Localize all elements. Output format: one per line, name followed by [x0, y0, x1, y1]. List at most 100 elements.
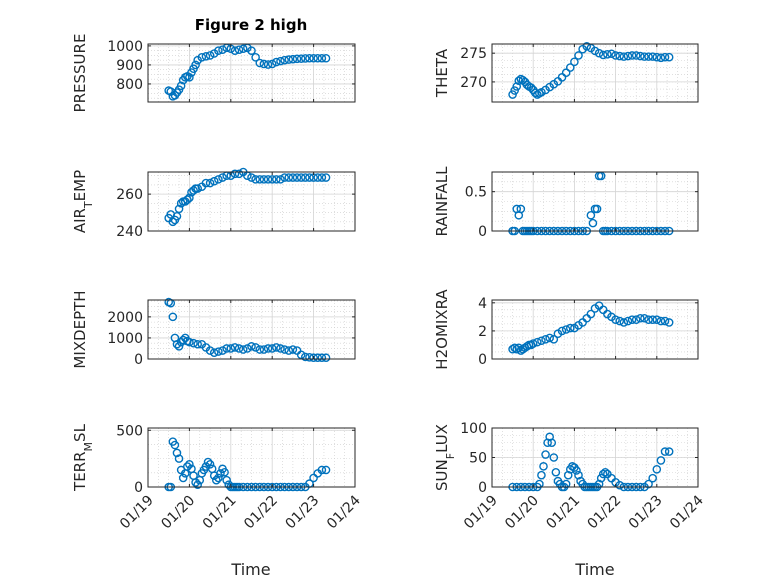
data-point — [648, 315, 657, 324]
data-point — [288, 173, 298, 182]
data-point — [185, 72, 194, 82]
data-point — [255, 58, 265, 68]
data-point — [172, 211, 182, 221]
x-tick-label: 01/22 — [585, 493, 625, 533]
y-tick-label: 1000 — [107, 331, 143, 347]
data-point — [508, 344, 517, 354]
data-point — [557, 326, 567, 336]
data-point — [537, 336, 546, 346]
data-point — [251, 53, 260, 62]
data-point — [185, 337, 194, 347]
y-tick-label: 270 — [460, 75, 487, 91]
axes-box — [491, 43, 699, 103]
data-point — [276, 175, 285, 184]
y-tick-label: 0.5 — [465, 185, 487, 201]
data-point — [176, 199, 186, 208]
data-point — [263, 60, 273, 69]
data-point — [191, 60, 200, 70]
data-point — [664, 447, 674, 456]
data-point — [510, 86, 519, 95]
data-point — [305, 353, 314, 362]
data-point — [214, 46, 223, 55]
data-point — [234, 169, 244, 179]
x-tick-label: 01/23 — [626, 493, 666, 533]
data-point — [183, 195, 192, 204]
data-point — [313, 53, 323, 63]
data-point — [251, 175, 260, 184]
data-point — [203, 457, 213, 467]
data-point — [247, 173, 256, 182]
data-point — [222, 344, 231, 353]
data-point — [539, 462, 548, 471]
data-point — [218, 45, 227, 55]
data-point — [255, 345, 265, 354]
data-point — [541, 450, 550, 459]
data-point — [205, 346, 215, 355]
data-point — [561, 68, 571, 78]
data-point — [272, 343, 281, 352]
data-point — [541, 335, 550, 344]
data-point — [535, 479, 544, 489]
data-point — [549, 453, 559, 462]
x-tick-label: 01/24 — [667, 492, 707, 532]
data-point — [284, 346, 294, 355]
data-point — [193, 184, 202, 193]
x-tick-label: 01/20 — [158, 493, 198, 533]
data-point — [615, 316, 625, 326]
data-point — [644, 315, 653, 324]
data-point — [528, 339, 538, 348]
data-point — [636, 313, 645, 323]
data-point — [230, 343, 240, 352]
y-tick-label: 2 — [478, 324, 487, 340]
data-point — [301, 352, 310, 362]
figure-title: Figure 2 high — [195, 16, 308, 34]
data-point — [652, 464, 662, 474]
subplot-3: 240 260 AIRTEMP — [71, 167, 356, 240]
data-point — [234, 45, 244, 55]
data-point — [586, 210, 596, 220]
data-point — [263, 175, 273, 184]
data-point — [280, 55, 289, 65]
data-point — [512, 82, 522, 91]
data-point — [191, 478, 200, 487]
data-point — [321, 173, 331, 182]
data-point — [660, 447, 670, 456]
data-point — [267, 344, 277, 353]
y-tick-label: 2000 — [107, 310, 143, 326]
y-tick-label: 4 — [478, 296, 487, 312]
data-point — [586, 309, 596, 319]
data-point — [598, 50, 608, 60]
data-point — [537, 470, 546, 480]
data-point — [201, 178, 211, 188]
data-point — [537, 87, 546, 97]
y-axis-label: THETA — [433, 48, 451, 98]
x-tick-label: 01/19 — [117, 493, 157, 533]
data-point — [313, 353, 323, 363]
data-point — [623, 51, 633, 61]
y-tick-label: 50 — [469, 451, 487, 467]
data-point — [321, 353, 331, 363]
data-point — [623, 316, 633, 326]
data-point — [565, 323, 575, 333]
data-point — [168, 312, 178, 322]
data-point — [267, 175, 277, 184]
data-point — [631, 315, 641, 324]
data-point — [530, 88, 540, 98]
data-point — [627, 51, 637, 60]
data-point — [514, 76, 524, 86]
x-tick-label: 01/21 — [200, 493, 240, 533]
data-point — [243, 344, 252, 353]
data-point — [309, 353, 318, 363]
data-point — [611, 315, 620, 324]
data-point — [212, 475, 221, 485]
data-point — [648, 473, 657, 483]
data-point — [582, 41, 592, 51]
x-tick-label: 01/24 — [324, 492, 364, 532]
data-point — [572, 466, 581, 475]
y-tick-label: 240 — [116, 224, 143, 240]
data-point — [178, 473, 188, 483]
y-tick-label: 100 — [460, 421, 487, 437]
data-point — [526, 83, 536, 92]
y-axis-label: RAINFALL — [433, 166, 451, 237]
